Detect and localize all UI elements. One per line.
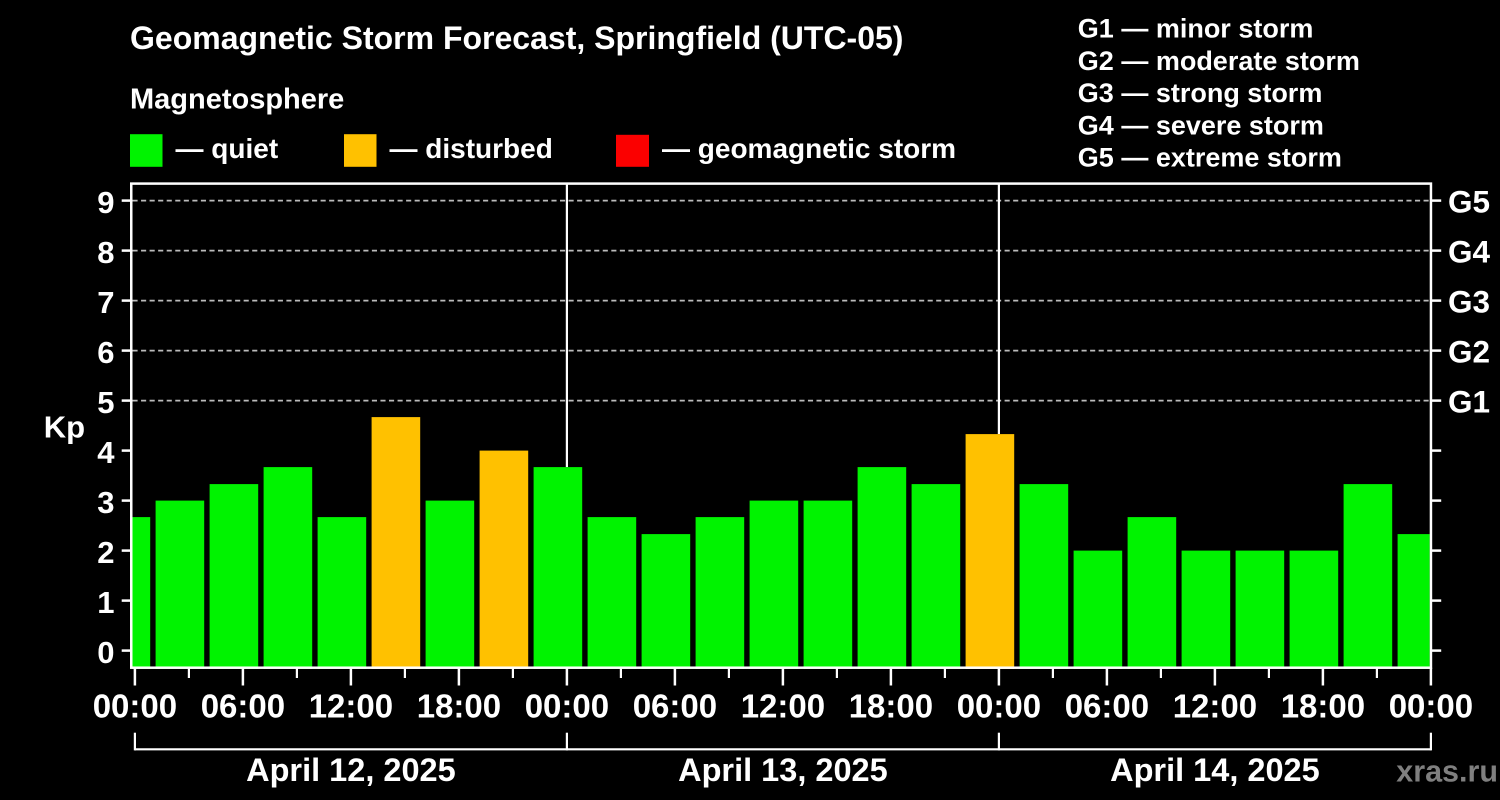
- svg-text:G2: G2: [1448, 334, 1490, 370]
- svg-text:G4 — severe storm: G4 — severe storm: [1078, 110, 1324, 140]
- svg-text:8: 8: [97, 235, 114, 270]
- svg-text:18:00: 18:00: [417, 688, 501, 725]
- svg-text:April 13, 2025: April 13, 2025: [678, 752, 888, 788]
- svg-text:— geomagnetic storm: — geomagnetic storm: [662, 133, 956, 164]
- svg-text:6: 6: [97, 335, 114, 370]
- svg-text:G4: G4: [1448, 234, 1491, 270]
- svg-text:1: 1: [97, 585, 114, 620]
- svg-text:Magnetosphere: Magnetosphere: [130, 83, 344, 115]
- svg-text:G1: G1: [1448, 384, 1490, 420]
- svg-text:06:00: 06:00: [633, 688, 717, 725]
- svg-text:18:00: 18:00: [1281, 688, 1365, 725]
- svg-text:— quiet: — quiet: [176, 133, 279, 164]
- svg-text:00:00: 00:00: [1389, 688, 1473, 725]
- svg-text:00:00: 00:00: [93, 688, 177, 725]
- svg-text:5: 5: [97, 385, 114, 420]
- svg-text:00:00: 00:00: [525, 688, 609, 725]
- svg-text:4: 4: [97, 435, 115, 470]
- svg-text:G1 — minor storm: G1 — minor storm: [1078, 14, 1314, 44]
- svg-text:0: 0: [97, 635, 114, 670]
- svg-text:12:00: 12:00: [309, 688, 393, 725]
- svg-text:12:00: 12:00: [1173, 688, 1257, 725]
- svg-text:06:00: 06:00: [201, 688, 285, 725]
- svg-text:Kp: Kp: [44, 410, 85, 445]
- svg-text:G2 — moderate storm: G2 — moderate storm: [1078, 46, 1360, 76]
- svg-text:12:00: 12:00: [741, 688, 825, 725]
- svg-text:G3 — strong storm: G3 — strong storm: [1078, 78, 1323, 108]
- svg-text:Geomagnetic Storm Forecast, Sp: Geomagnetic Storm Forecast, Springfield …: [130, 20, 903, 56]
- svg-text:00:00: 00:00: [957, 688, 1041, 725]
- svg-text:G3: G3: [1448, 284, 1490, 320]
- svg-text:G5 — extreme storm: G5 — extreme storm: [1078, 143, 1342, 173]
- svg-text:18:00: 18:00: [849, 688, 933, 725]
- svg-text:3: 3: [97, 485, 114, 520]
- svg-text:G5: G5: [1448, 184, 1490, 220]
- svg-text:April 14, 2025: April 14, 2025: [1110, 752, 1320, 788]
- svg-text:xras.ru: xras.ru: [1396, 754, 1498, 788]
- svg-text:April 12, 2025: April 12, 2025: [246, 752, 456, 788]
- svg-text:06:00: 06:00: [1065, 688, 1149, 725]
- svg-text:2: 2: [97, 535, 114, 570]
- svg-text:— disturbed: — disturbed: [390, 133, 553, 164]
- svg-text:9: 9: [97, 185, 114, 220]
- svg-text:7: 7: [97, 285, 114, 320]
